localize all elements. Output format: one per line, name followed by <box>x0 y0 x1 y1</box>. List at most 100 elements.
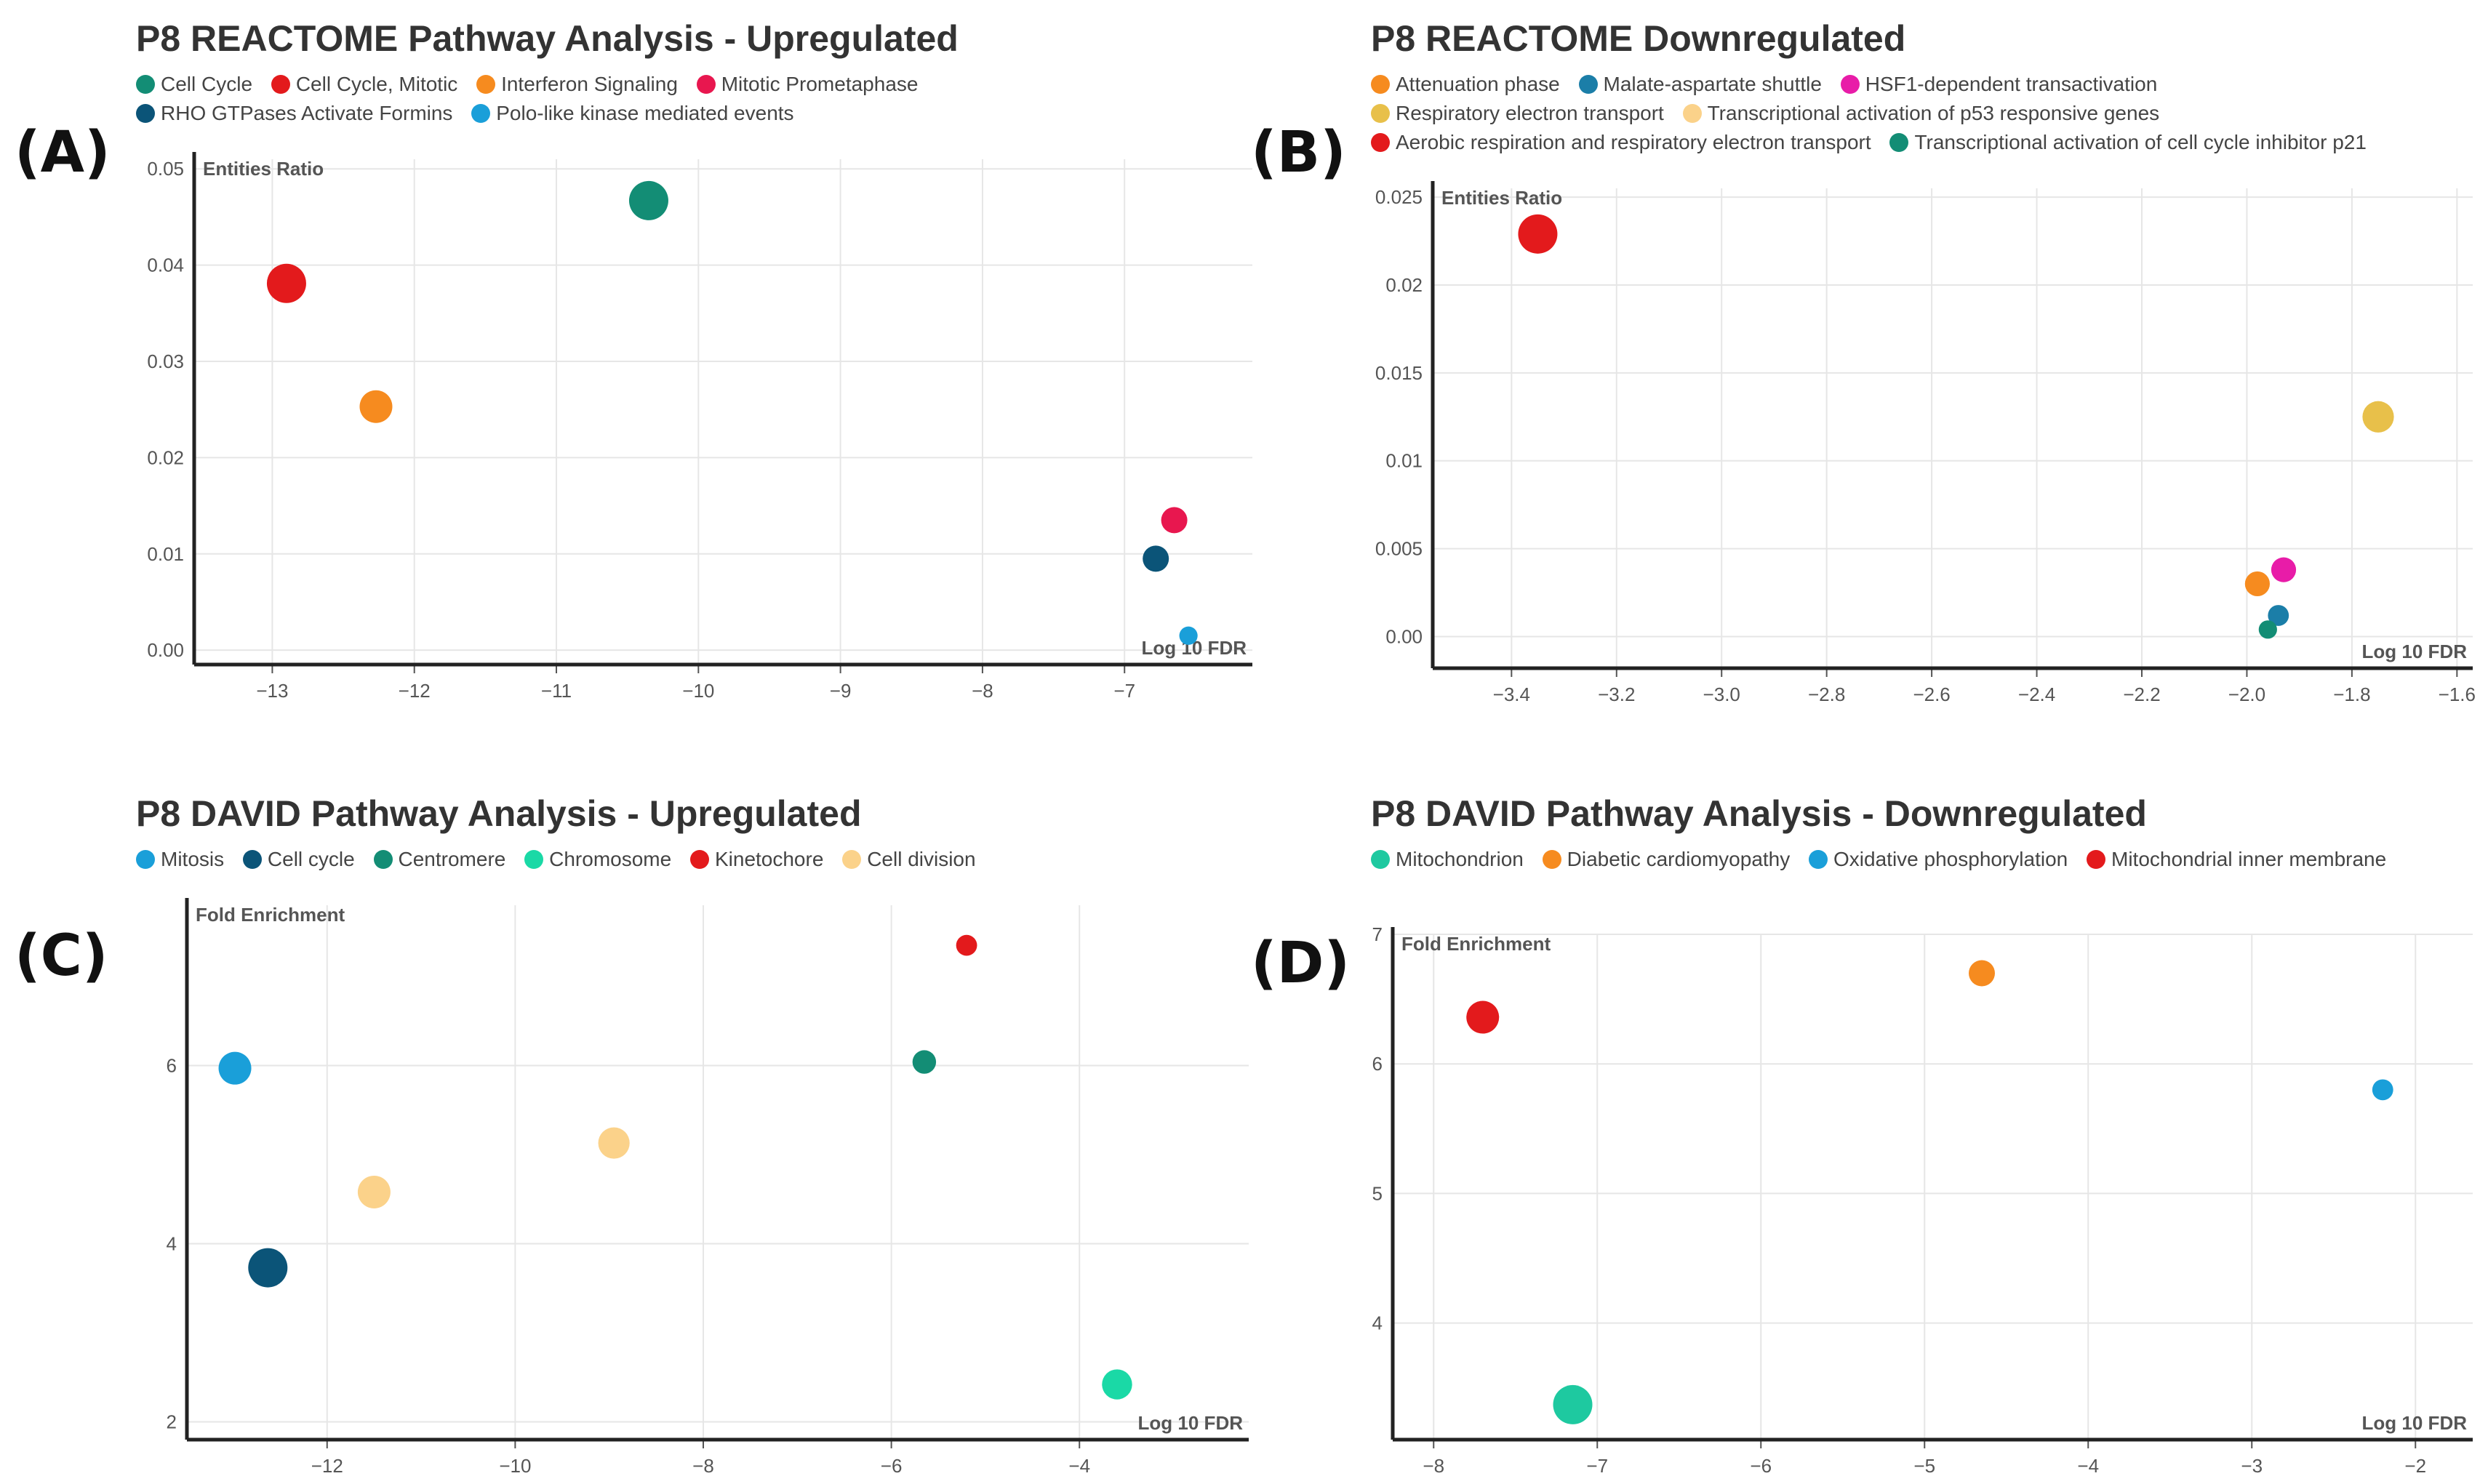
legend-item-cell-cycle: Cell cycle <box>242 848 355 870</box>
legend-label: Diabetic cardiomyopathy <box>1567 848 1791 870</box>
x-tick-label: −2.0 <box>2228 683 2265 705</box>
legend-item-cell-cycle: Cell Cycle <box>136 73 252 95</box>
y-tick-label: 0.025 <box>1375 186 1423 208</box>
data-point-polo-like-kinase-mediated-events <box>1179 626 1198 645</box>
x-tick-label: −2.8 <box>1808 683 1845 705</box>
legend-label: Mitotic Prometaphase <box>721 73 919 95</box>
panel-label-a: (A) <box>15 120 111 185</box>
legend-item-attenuation-phase: Attenuation phase <box>1371 73 1560 95</box>
data-point-hsf1-dependent-transactivation <box>2271 557 2297 582</box>
legend-item-transcriptional-activation-of-cell-cycle-inhibitor-p21: Transcriptional activation of cell cycle… <box>1889 131 2367 153</box>
y-tick-label: 0.04 <box>147 254 184 276</box>
legend-item-respiratory-electron-transport: Respiratory electron transport <box>1371 102 1664 124</box>
data-point-respiratory-electron-transport <box>2362 401 2394 433</box>
data-point-cell-cycle <box>248 1248 288 1288</box>
x-tick-label: −6 <box>881 1455 903 1477</box>
legend-item-malate-aspartate-shuttle: Malate-aspartate shuttle <box>1578 73 1822 95</box>
data-point-aerobic-respiration-and-respiratory-electron-transport <box>1518 214 1558 254</box>
data-point-rho-gtpases-activate-formins <box>1143 545 1169 572</box>
chart-panel-a: P8 REACTOME Pathway Analysis - Upregulat… <box>136 17 1256 715</box>
panel-label-d: (D) <box>1251 931 1351 996</box>
legend-item-transcriptional-activation-of-p53-responsive-genes: Transcriptional activation of p53 respon… <box>1682 102 2160 124</box>
legend-swatch <box>1371 850 1390 869</box>
legend-label: Respiratory electron transport <box>1396 102 1664 124</box>
y-tick-label: 4 <box>167 1233 177 1255</box>
x-tick-label: −4 <box>2077 1455 2099 1477</box>
x-tick-label: −7 <box>1586 1455 1608 1477</box>
legend-label: Oxidative phosphorylation <box>1833 848 2068 870</box>
legend-item-polo-like-kinase-mediated-events: Polo-like kinase mediated events <box>471 102 794 124</box>
data-point-transcriptional-activation-of-cell-cycle-inhibitor-p21 <box>2258 620 2277 639</box>
legend-label: Kinetochore <box>714 848 824 870</box>
data-point-kinetochore <box>956 934 977 956</box>
legend-swatch <box>1371 75 1390 94</box>
x-axis-label: Log 10 FDR <box>1138 1412 1244 1434</box>
x-tick-label: −6 <box>1750 1455 1772 1477</box>
legend-label: Centromere <box>398 848 506 870</box>
x-tick-label: −8 <box>972 680 993 702</box>
y-tick-label: 0.01 <box>147 543 184 565</box>
x-tick-label: −3.4 <box>1493 683 1530 705</box>
legend-swatch <box>842 850 862 869</box>
x-tick-label: −5 <box>1913 1455 1935 1477</box>
y-tick-label: 0.01 <box>1385 450 1423 472</box>
data-point-oxidative-phosphorylation <box>2372 1079 2393 1101</box>
x-tick-label: −10 <box>499 1455 531 1477</box>
x-axis-label: Log 10 FDR <box>2362 1412 2468 1434</box>
data-point-attenuation-phase <box>2244 571 2270 597</box>
y-tick-label: 0.05 <box>147 158 184 180</box>
legend-swatch <box>136 75 155 94</box>
legend-item-kinetochore: Kinetochore <box>689 848 824 870</box>
legend-swatch <box>1371 133 1390 152</box>
legend-swatch <box>2087 850 2106 869</box>
legend-item-mitochondrion: Mitochondrion <box>1371 848 1524 870</box>
legend-swatch <box>1578 75 1598 94</box>
y-tick-label: 0.00 <box>147 639 184 661</box>
x-tick-label: −1.6 <box>2439 683 2476 705</box>
data-point-mitosis <box>218 1051 252 1085</box>
legend-swatch <box>136 850 155 869</box>
panel-label-c: (C) <box>15 923 108 989</box>
x-tick-label: −8 <box>1423 1455 1444 1477</box>
y-tick-label: 6 <box>167 1055 177 1077</box>
legend-item-mitochondrial-inner-membrane: Mitochondrial inner membrane <box>2087 848 2386 870</box>
legend-item-cell-cycle-mitotic: Cell Cycle, Mitotic <box>271 73 457 95</box>
x-tick-label: −7 <box>1113 680 1135 702</box>
x-axis-label: Log 10 FDR <box>2362 641 2468 662</box>
legend-swatch <box>271 75 290 94</box>
legend-swatch <box>476 75 496 94</box>
legend-item-centromere: Centromere <box>373 848 506 870</box>
legend-label: Cell Cycle, Mitotic <box>295 73 458 95</box>
data-point-cell-cycle-mitotic <box>266 263 306 303</box>
legend-item-mitosis: Mitosis <box>136 848 224 870</box>
x-tick-label: −8 <box>692 1455 714 1477</box>
chart-panel-b: P8 REACTOME Downregulated Attenuation ph… <box>1371 17 2476 715</box>
legend-item-rho-gtpases-activate-formins: RHO GTPases Activate Formins <box>136 102 452 124</box>
x-tick-label: −9 <box>830 680 852 702</box>
legend-label: Aerobic respiration and respiratory elec… <box>1396 131 1871 153</box>
x-tick-label: −3.0 <box>1703 683 1740 705</box>
legend-swatch <box>696 75 716 94</box>
legend-label: Attenuation phase <box>1396 73 1560 95</box>
legend-item-mitotic-prometaphase: Mitotic Prometaphase <box>696 73 919 95</box>
y-tick-label: 2 <box>167 1411 177 1433</box>
chart-title: P8 DAVID Pathway Analysis - Upregulated <box>136 793 862 834</box>
legend-swatch <box>524 850 544 869</box>
x-tick-label: −3 <box>2241 1455 2263 1477</box>
chart-legend: Attenuation phase Malate-aspartate shutt… <box>1371 70 2440 157</box>
x-tick-label: −11 <box>541 680 572 702</box>
legend-label: Transcriptional activation of p53 respon… <box>1707 102 2160 124</box>
legend-label: Mitochondrion <box>1396 848 1524 870</box>
y-tick-label: 6 <box>1372 1053 1383 1075</box>
legend-label: RHO GTPases Activate Formins <box>161 102 453 124</box>
x-tick-label: −3.2 <box>1598 683 1635 705</box>
legend-label: Cell cycle <box>267 848 355 870</box>
x-tick-label: −12 <box>311 1455 343 1477</box>
data-point-mitotic-prometaphase <box>1161 507 1188 534</box>
data-point-diabetic-cardiomyopathy <box>1969 960 1995 987</box>
legend-swatch <box>689 850 709 869</box>
y-tick-label: 4 <box>1372 1312 1383 1334</box>
chart-plot: −13−12−11−10−9−8−7−60.000.010.020.030.04… <box>147 152 1256 702</box>
legend-label: Interferon Signaling <box>501 73 678 95</box>
y-tick-label: 0.02 <box>147 446 184 468</box>
